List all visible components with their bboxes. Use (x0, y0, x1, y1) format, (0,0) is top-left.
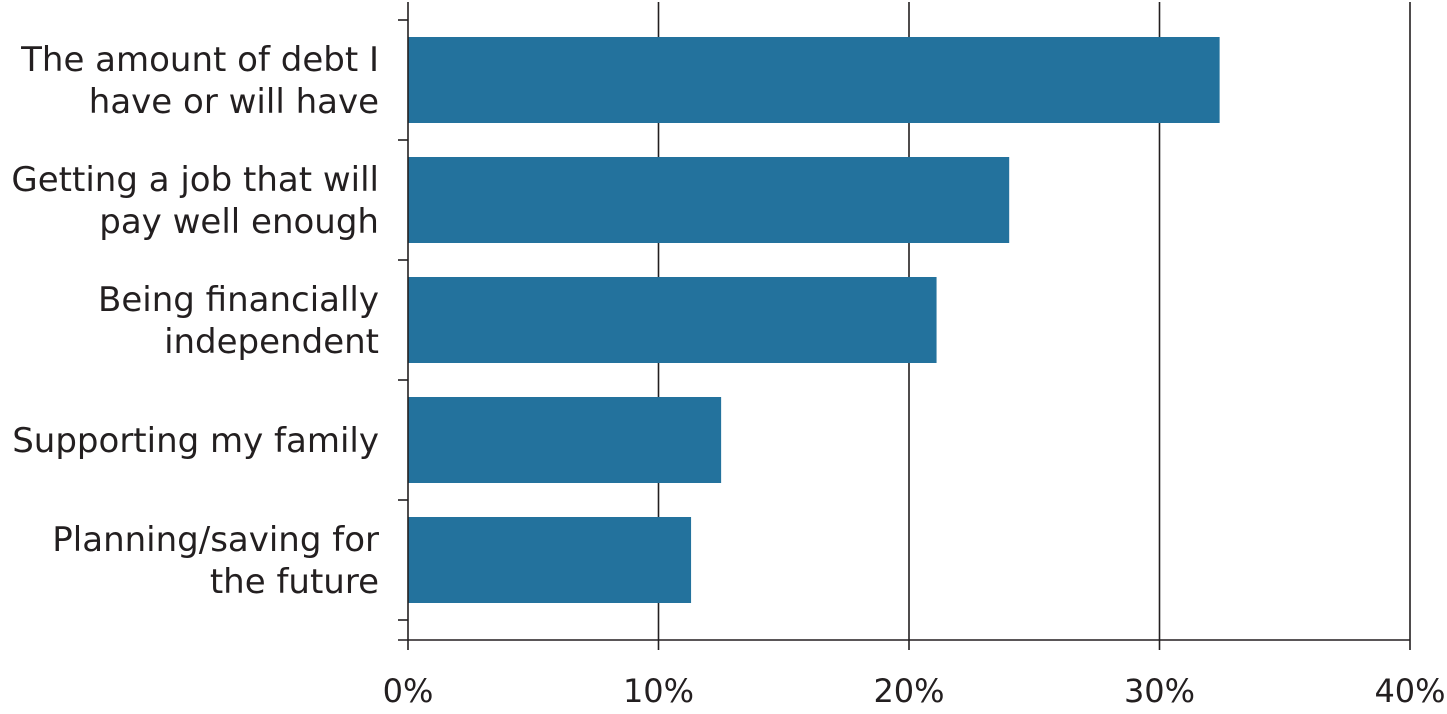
category-label: Getting a job that will pay well enough (11, 160, 379, 242)
category-label-line: The amount of debt I (20, 40, 379, 80)
axes (398, 2, 1410, 650)
category-label-line: have or will have (89, 82, 379, 122)
x-tick-label: 40% (1374, 672, 1445, 710)
x-tick-label: 20% (873, 672, 944, 710)
category-label-line: the future (210, 562, 379, 602)
bar (408, 277, 937, 363)
category-label-line: independent (164, 322, 379, 362)
x-tick-label: 10% (623, 672, 694, 710)
category-label: Being financially independent (98, 280, 379, 362)
category-label-line: Getting a job that will (11, 160, 379, 200)
bar (408, 517, 692, 603)
bar (408, 397, 722, 483)
x-tick-labels: 0% 10% 20% 30% 40% (383, 672, 1446, 710)
category-label-line: Planning/saving for (52, 520, 379, 560)
category-label: Planning/saving for the future (52, 520, 379, 602)
bar (408, 37, 1220, 123)
category-label-line: Being financially (98, 280, 379, 320)
bars (408, 37, 1220, 603)
x-tick-label: 0% (383, 672, 434, 710)
category-label-line: pay well enough (99, 202, 379, 242)
x-tick-label: 30% (1124, 672, 1195, 710)
bar (408, 157, 1010, 243)
category-label-line: Supporting my family (12, 421, 379, 461)
category-label: Supporting my family (12, 421, 379, 461)
